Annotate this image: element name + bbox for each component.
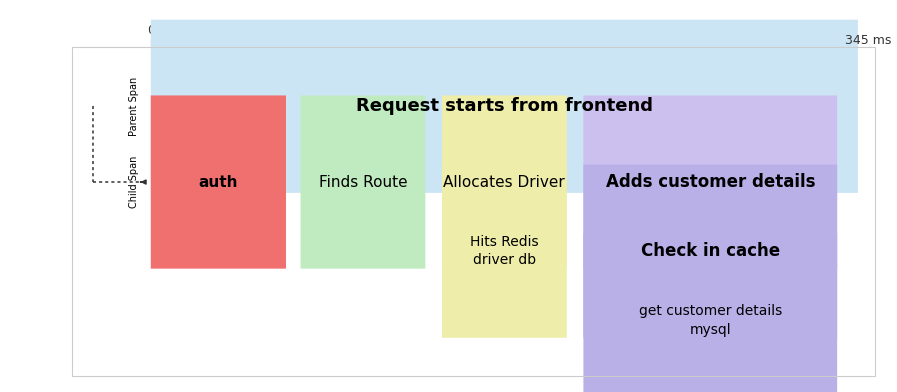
Text: Allocates Driver: Allocates Driver bbox=[443, 174, 565, 190]
Text: Parent Span: Parent Span bbox=[129, 77, 139, 136]
Text: get customer details
mysql: get customer details mysql bbox=[639, 304, 782, 337]
FancyBboxPatch shape bbox=[583, 234, 837, 392]
FancyBboxPatch shape bbox=[300, 95, 425, 269]
Text: Check in cache: Check in cache bbox=[640, 242, 779, 260]
Text: Request starts from frontend: Request starts from frontend bbox=[356, 97, 653, 115]
Text: auth: auth bbox=[198, 174, 238, 190]
FancyBboxPatch shape bbox=[151, 95, 286, 269]
FancyBboxPatch shape bbox=[442, 165, 567, 338]
Text: 345 ms: 345 ms bbox=[845, 34, 892, 47]
Text: Hits Redis
driver db: Hits Redis driver db bbox=[470, 235, 539, 267]
FancyBboxPatch shape bbox=[442, 95, 567, 269]
FancyBboxPatch shape bbox=[151, 20, 858, 193]
Text: Adds customer details: Adds customer details bbox=[605, 173, 815, 191]
Text: Child Span: Child Span bbox=[129, 156, 139, 208]
FancyBboxPatch shape bbox=[583, 95, 837, 269]
FancyBboxPatch shape bbox=[583, 165, 837, 338]
Text: Finds Route: Finds Route bbox=[318, 174, 407, 190]
